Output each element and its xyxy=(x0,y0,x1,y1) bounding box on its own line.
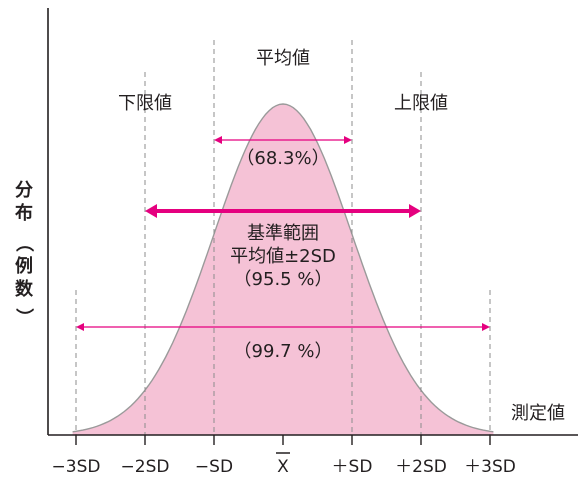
range-label-reference-title: 基準範囲 xyxy=(247,223,319,244)
range-arrow-2-arrowhead-left xyxy=(145,204,157,218)
curve-area-fill xyxy=(72,104,494,435)
guide-top-label: 上限値 xyxy=(394,93,448,114)
range-arrow-1-arrowhead-right xyxy=(344,136,352,144)
range-arrow-3-arrowhead-left xyxy=(76,323,84,331)
y-axis-title-char: 分 xyxy=(15,180,33,201)
range-label-99: （99.7 %） xyxy=(234,341,333,362)
range-label-68: （68.3%） xyxy=(236,148,329,169)
y-axis-title-char: 布 xyxy=(15,202,33,224)
curve-line xyxy=(72,103,494,433)
x-tick-label: X xyxy=(277,457,289,477)
y-axis-title-char: （ xyxy=(13,234,34,252)
range-arrow-3-arrowhead-right xyxy=(482,323,490,331)
y-axis-title-char: 数 xyxy=(15,278,34,300)
x-tick-label: −SD xyxy=(195,457,233,477)
range-arrow-1-arrowhead-left xyxy=(214,136,222,144)
range-label-95: （95.5 %） xyxy=(234,269,333,290)
x-tick-label: ＋SD xyxy=(332,457,373,477)
y-axis-title-char: 例 xyxy=(15,255,33,277)
x-axis-title: 測定値 xyxy=(511,403,565,424)
range-label-reference-formula: 平均値±2SD xyxy=(230,246,336,267)
range-arrow-2-arrowhead-right xyxy=(409,204,421,218)
x-tick-label: ＋2SD xyxy=(395,457,447,477)
y-axis-title-char: ） xyxy=(13,308,34,326)
guide-top-label: 下限値 xyxy=(118,93,172,114)
x-tick-label: −3SD xyxy=(52,457,101,477)
x-tick-label: −2SD xyxy=(121,457,170,477)
x-tick-label: ＋3SD xyxy=(464,457,516,477)
guide-top-label: 平均値 xyxy=(256,48,310,69)
